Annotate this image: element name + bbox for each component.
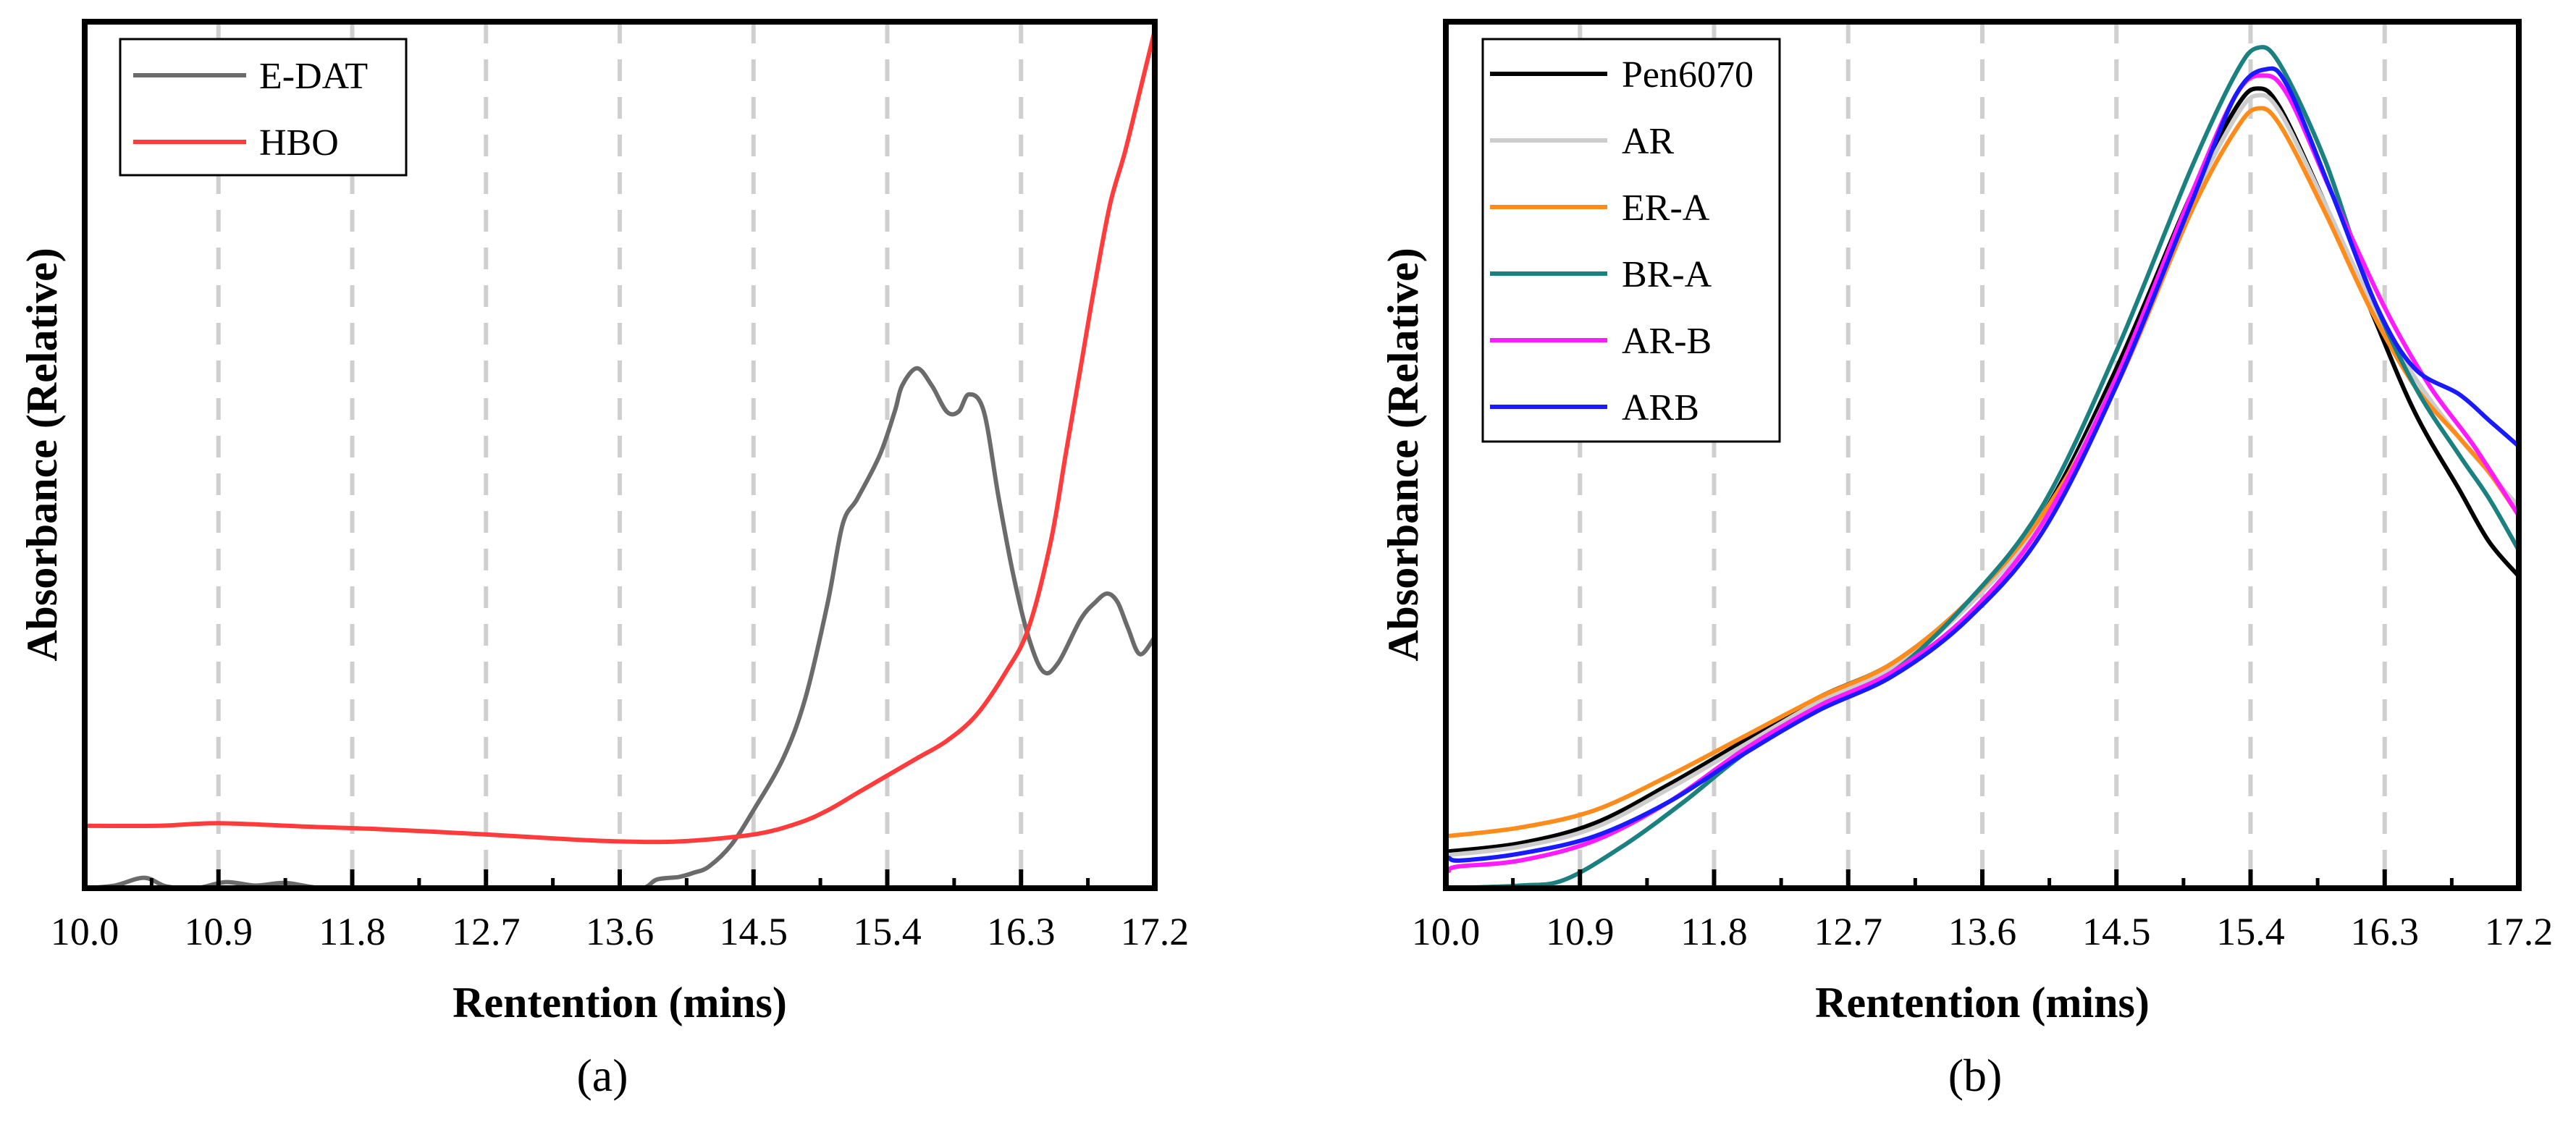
chart-panel-a: 10.0 10.9 11.8 12.7 13.6 14.5 15.4 16.3 17.2 Ren… [18, 22, 1189, 1101]
legend-label-arb: ARB [1622, 387, 1699, 429]
x-tick-label-b: 16.3 [2351, 910, 2420, 953]
panel-label-a: (a) [576, 1050, 628, 1101]
x-tick-labels-b: 10.0 10.9 11.8 12.7 13.6 14.5 15.4 16.3 17.2 [1412, 910, 2554, 953]
legend-label-br-a: BR-A [1622, 254, 1712, 295]
x-tick-label-b: 13.6 [1948, 910, 2017, 953]
legend-label-ar: AR [1622, 121, 1675, 162]
panel-label-b: (b) [1948, 1050, 2003, 1101]
y-axis-title-a: Absorbance (Relative) [18, 248, 66, 662]
x-tick-label-a: 14.5 [720, 910, 788, 953]
x-axis-title-a: Rentention (mins) [453, 979, 787, 1026]
x-tick-label-a: 10.9 [185, 910, 253, 953]
x-tick-labels-a: 10.0 10.9 11.8 12.7 13.6 14.5 15.4 16.3 17.2 [51, 910, 1190, 953]
x-tick-label-a: 17.2 [1121, 910, 1190, 953]
legend-label-ar-b: AR-B [1622, 321, 1712, 362]
chart-panel-b: 10.0 10.9 11.8 12.7 13.6 14.5 15.4 16.3 17.2 Ren… [1379, 22, 2553, 1101]
x-tick-label-b: 14.5 [2082, 910, 2151, 953]
legend-label-pen6070: Pen6070 [1622, 54, 1754, 96]
x-axis-title-b: Rentention (mins) [1815, 979, 2150, 1026]
legend-b: Pen6070 AR ER-A BR-A AR-B ARB [1483, 39, 1780, 442]
x-tick-label-b: 10.0 [1412, 910, 1481, 953]
legend-label-er-a: ER-A [1622, 187, 1710, 229]
legend-label-e-dat: E-DAT [259, 56, 368, 97]
x-tick-label-a: 11.8 [319, 910, 386, 953]
x-tick-label-b: 15.4 [2216, 910, 2285, 953]
x-tick-label-a: 13.6 [586, 910, 654, 953]
figure: 10.0 10.9 11.8 12.7 13.6 14.5 15.4 16.3 17.2 Ren… [0, 0, 2576, 1118]
x-tick-label-a: 16.3 [987, 910, 1056, 953]
figure-svg: 10.0 10.9 11.8 12.7 13.6 14.5 15.4 16.3 17.2 Ren… [0, 0, 2576, 1118]
x-tick-label-a: 15.4 [853, 910, 922, 953]
legend-a: E-DAT HBO [120, 39, 406, 175]
x-tick-label-a: 12.7 [452, 910, 521, 953]
x-tick-label-a: 10.0 [51, 910, 119, 953]
x-tick-label-b: 11.8 [1680, 910, 1748, 953]
y-axis-title-b: Absorbance (Relative) [1379, 248, 1427, 662]
x-tick-label-b: 10.9 [1546, 910, 1615, 953]
x-tick-label-b: 12.7 [1814, 910, 1883, 953]
legend-label-hbo: HBO [259, 122, 339, 164]
legend-box-b [1483, 39, 1780, 442]
x-tick-label-b: 17.2 [2485, 910, 2554, 953]
